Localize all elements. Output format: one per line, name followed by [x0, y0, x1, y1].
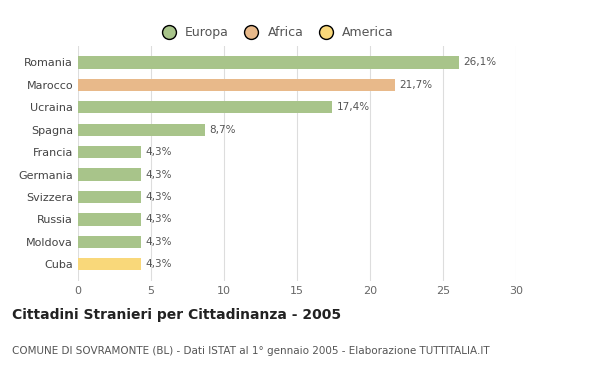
- Bar: [78, 56, 459, 69]
- Text: 4,3%: 4,3%: [145, 147, 172, 157]
- Text: 4,3%: 4,3%: [145, 192, 172, 202]
- Bar: [78, 213, 141, 226]
- Bar: [78, 168, 141, 181]
- Text: 4,3%: 4,3%: [145, 237, 172, 247]
- Bar: [78, 258, 141, 271]
- Text: Cittadini Stranieri per Cittadinanza - 2005: Cittadini Stranieri per Cittadinanza - 2…: [12, 308, 341, 322]
- Bar: [78, 79, 395, 91]
- Bar: [78, 124, 205, 136]
- Text: 26,1%: 26,1%: [463, 57, 497, 68]
- Bar: [78, 101, 332, 114]
- Text: 17,4%: 17,4%: [337, 102, 370, 112]
- Text: COMUNE DI SOVRAMONTE (BL) - Dati ISTAT al 1° gennaio 2005 - Elaborazione TUTTITA: COMUNE DI SOVRAMONTE (BL) - Dati ISTAT a…: [12, 346, 490, 356]
- Text: 4,3%: 4,3%: [145, 214, 172, 225]
- Legend: Europa, Africa, America: Europa, Africa, America: [151, 21, 399, 44]
- Text: 8,7%: 8,7%: [209, 125, 236, 135]
- Text: 21,7%: 21,7%: [399, 80, 433, 90]
- Bar: [78, 236, 141, 248]
- Text: 4,3%: 4,3%: [145, 169, 172, 180]
- Bar: [78, 191, 141, 203]
- Bar: [78, 146, 141, 158]
- Text: 4,3%: 4,3%: [145, 259, 172, 269]
